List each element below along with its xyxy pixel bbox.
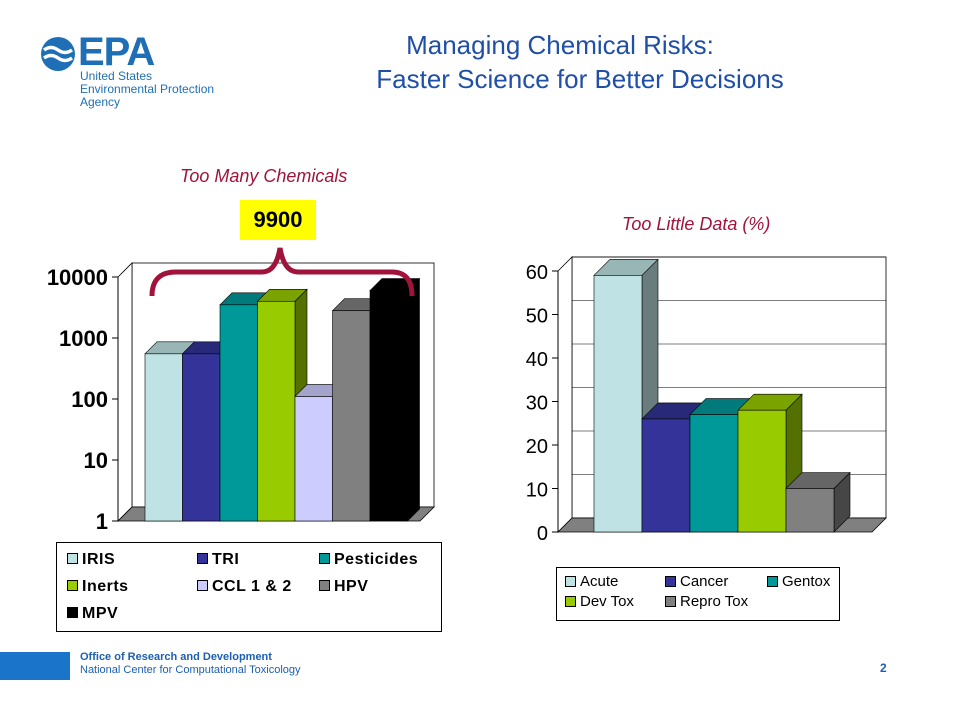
chart2-bar-repro-tox: [785, 471, 851, 533]
chart1-legend-label: HPV: [334, 578, 369, 595]
chart1-legend-item: IRIS: [67, 551, 115, 569]
chart1-legend-label: Inerts: [82, 578, 129, 595]
chart1-y-tick-label: 10: [84, 448, 108, 473]
chart1-legend-swatch: [319, 553, 330, 565]
logo-line-3: Agency: [80, 95, 121, 109]
chart2-y-tick-label: 30: [526, 393, 548, 415]
logo-line-2: Environmental Protection: [80, 82, 215, 96]
chart1-legend-swatch: [319, 580, 330, 592]
chart2-legend-label: Cancer: [680, 573, 729, 590]
chart1-y-tick-label: 100: [71, 387, 108, 412]
chart1-legend-swatch: [197, 580, 208, 592]
chart2-y-tick-label: 50: [526, 306, 548, 328]
chart2-y-tick-label: 40: [526, 349, 548, 371]
chart2-y-tick-label: 0: [537, 523, 548, 545]
chart1-legend-label: MPV: [82, 605, 119, 622]
chart1-side-wall: [117, 262, 133, 522]
chart1-y-tick-label: 10000: [47, 265, 108, 290]
chart2-legend-label: Repro Tox: [680, 593, 749, 610]
page-title-line-1: Managing Chemical Risks:: [406, 30, 714, 60]
chart1-legend-item: MPV: [67, 605, 118, 623]
chart1-bar-tri: [181, 341, 233, 522]
chart2-side-wall: [557, 256, 573, 533]
chart1-title: Too Many Chemicals: [180, 166, 348, 186]
chart2-title: Too Little Data (%): [622, 214, 771, 234]
chart1-y-tick-label: 1000: [59, 326, 108, 351]
page-number: 2: [880, 661, 887, 675]
chart1-legend-label: IRIS: [82, 551, 116, 568]
chart2-legend-swatch: [665, 595, 676, 607]
chart2-legend-item: Cancer: [665, 573, 728, 590]
chart2-y-tick-label: 60: [526, 262, 548, 284]
chart1-legend-item: CCL 1 & 2: [197, 578, 292, 596]
chart1-legend-swatch: [67, 607, 78, 619]
chart1-legend-label: CCL 1 & 2: [212, 578, 292, 595]
epa-logo-text: EPA: [78, 30, 155, 74]
footer-center: National Center for Computational Toxico…: [80, 664, 301, 676]
chart2-legend-item: Repro Tox: [665, 593, 748, 610]
chart1-brace: [149, 247, 415, 297]
chart1-legend-label: TRI: [212, 551, 240, 568]
chart2-legend-swatch: [767, 575, 778, 587]
chart1-bar-mpv: [369, 277, 421, 522]
chart1-legend-item: TRI: [197, 551, 239, 569]
chart1-legend-label: Pesticides: [334, 551, 419, 568]
chart2-legend-item: Gentox: [767, 573, 830, 590]
chart2-legend-swatch: [565, 595, 576, 607]
chart1-legend-swatch: [197, 553, 208, 565]
chart1-legend-item: Pesticides: [319, 551, 418, 569]
chart1-legend-swatch: [67, 580, 78, 592]
chart2-legend: Acute Cancer Gentox Dev Tox Repro Tox: [556, 567, 840, 621]
footer-org: Office of Research and Development: [80, 651, 272, 663]
chart1-legend: IRIS TRI Pesticides Inerts CCL 1 & 2 HPV MPV: [56, 542, 442, 632]
chart1-annotation-badge: 9900: [240, 200, 316, 240]
chart2-legend-item: Acute: [565, 573, 618, 590]
chart2-legend-label: Acute: [580, 573, 619, 590]
chart2-legend-swatch: [565, 575, 576, 587]
chart1-legend-swatch: [67, 553, 78, 565]
page-title-line-2: Faster Science for Better Decisions: [376, 64, 784, 94]
chart1-legend-item: HPV: [319, 578, 368, 596]
chart2-y-tick-label: 10: [526, 480, 548, 502]
logo-line-1: United States: [80, 69, 153, 83]
epa-logo-icon: [41, 37, 75, 71]
chart1-legend-item: Inerts: [67, 578, 129, 596]
footer-accent-bar: [0, 652, 70, 680]
chart2-legend-item: Dev Tox: [565, 593, 634, 610]
chart2-legend-swatch: [665, 575, 676, 587]
chart2-legend-label: Dev Tox: [580, 593, 634, 610]
chart2-legend-label: Gentox: [782, 573, 831, 590]
chart2-y-tick-label: 20: [526, 436, 548, 458]
chart1-y-tick-label: 1: [96, 509, 108, 534]
